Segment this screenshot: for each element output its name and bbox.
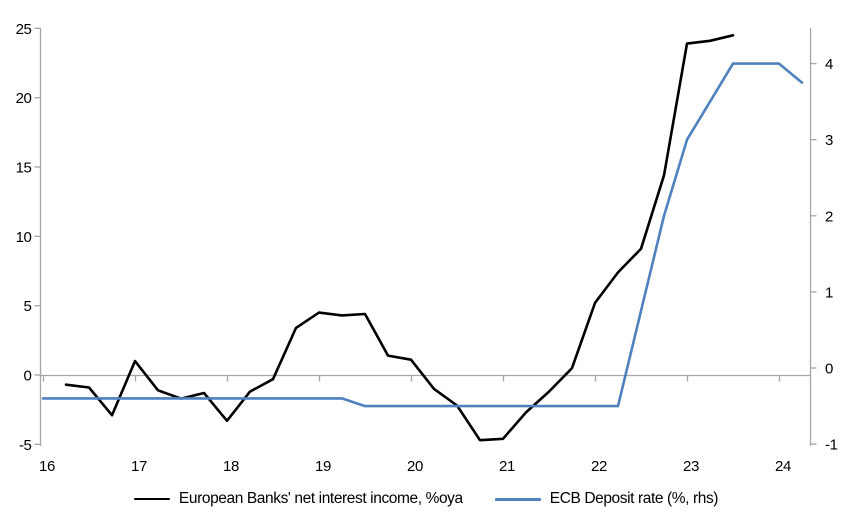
- legend-label-ecb-deposit-rate: ECB Deposit rate (%, rhs): [549, 490, 719, 507]
- right-axis-label: 2: [825, 208, 833, 225]
- right-axis-label: 1: [825, 284, 833, 301]
- x-axis-label: 16: [39, 458, 55, 475]
- left-axis-label: 20: [16, 90, 32, 107]
- x-axis-label: 23: [683, 458, 699, 475]
- x-axis-label: 19: [315, 458, 331, 475]
- series-line-net-interest-income: [64, 33, 735, 442]
- legend-label-net-interest-income: European Banks' net interest income, %oy…: [178, 490, 463, 507]
- x-axis-label: 22: [591, 458, 607, 475]
- left-axis-label: 25: [16, 21, 32, 38]
- right-axis-label: 3: [825, 132, 833, 149]
- legend-item-ecb-deposit-rate: ECB Deposit rate (%, rhs): [494, 490, 719, 508]
- x-axis-label: 17: [131, 458, 147, 475]
- left-axis-label: 10: [16, 229, 32, 246]
- legend-item-net-interest-income: European Banks' net interest income, %oy…: [133, 490, 463, 508]
- left-axis-label: 5: [24, 298, 32, 315]
- x-axis-label: 24: [775, 458, 791, 475]
- chart-legend: European Banks' net interest income, %oy…: [0, 489, 852, 509]
- left-axis-label: -5: [19, 437, 32, 454]
- left-axis-label: 0: [24, 368, 32, 385]
- x-axis-label: 20: [407, 458, 423, 475]
- series-line-ecb-deposit-rate: [41, 62, 804, 408]
- x-axis-label: 21: [499, 458, 515, 475]
- legend-black-line-swatch: [133, 497, 170, 501]
- right-axis-label: -1: [825, 437, 838, 454]
- x-axis-label: 18: [223, 458, 239, 475]
- legend-blue-line-swatch: [494, 497, 541, 501]
- left-axis-label: 15: [16, 160, 32, 177]
- right-axis-label: 0: [825, 361, 833, 378]
- right-axis-label: 4: [825, 56, 833, 73]
